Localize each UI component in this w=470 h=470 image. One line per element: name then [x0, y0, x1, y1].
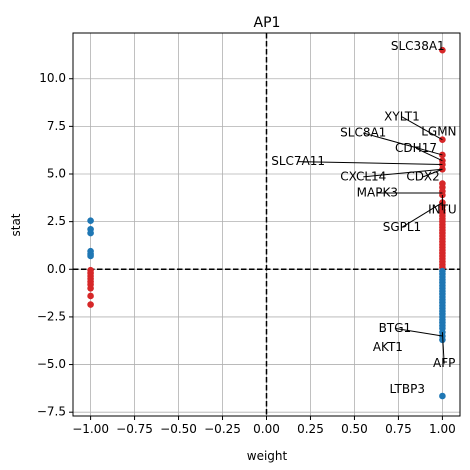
annotation-label: LTBP3	[389, 382, 424, 396]
y-tick-label: −7.5	[37, 405, 66, 419]
annotation-label: INTU	[428, 203, 457, 217]
annotation-arrow	[363, 132, 443, 156]
x-tick-label: 1.00	[429, 422, 456, 436]
x-tick-label: −0.25	[204, 422, 241, 436]
y-tick-label: 10.0	[39, 71, 66, 85]
data-point	[87, 229, 94, 237]
data-point	[87, 285, 94, 292]
annotation-label: SLC38A1	[391, 39, 445, 53]
data-point	[87, 301, 94, 308]
data-point	[439, 151, 446, 159]
annotation-label: MAPK3	[357, 186, 398, 200]
annotation-arrow	[415, 147, 443, 162]
data-point	[87, 292, 94, 300]
annotation-label: SGPL1	[383, 220, 421, 234]
y-tick-label: −2.5	[37, 309, 66, 323]
annotation-label: XYLT1	[384, 109, 420, 123]
annotation-label: CDH17	[395, 141, 437, 155]
y-axis-label: stat	[9, 213, 23, 236]
y-tick-label: −5.0	[37, 357, 66, 371]
annotation-arrow	[401, 202, 443, 228]
x-tick-label: 0.25	[297, 422, 324, 436]
x-tick-label: −1.00	[72, 422, 109, 436]
annotation-label: AFP	[433, 356, 455, 370]
annotation-arrow	[394, 327, 443, 337]
annotation-label: LGMN	[421, 125, 456, 139]
x-tick-label: 0.75	[385, 422, 412, 436]
data-point	[439, 46, 446, 54]
data-point	[87, 217, 94, 224]
reference-lines	[73, 33, 460, 416]
data-point	[439, 165, 446, 173]
annotation-arrow	[401, 116, 443, 141]
y-tick-label: 5.0	[47, 167, 66, 181]
y-tick-label: 2.5	[47, 214, 66, 228]
annotation-arrow	[363, 168, 443, 178]
annotation-arrow	[422, 168, 443, 178]
axes: −1.00 −0.75 −0.50 −0.25 0.00 0.25 0.50 0.75 1.00…	[37, 32, 461, 436]
annotation-label: AKT1	[373, 340, 403, 354]
annotation-label: BTG1	[379, 321, 412, 335]
y-tick-label: 0.0	[47, 262, 66, 276]
y-tick-label: 7.5	[47, 119, 66, 133]
data-point	[439, 392, 446, 400]
annotation-arrow	[441, 332, 445, 364]
data-point	[439, 161, 446, 168]
x-tick-label: 0.00	[253, 422, 280, 436]
annotation-arrow	[298, 161, 443, 165]
annotation-label: SLC8A1	[340, 126, 386, 140]
x-tick-label: 0.50	[341, 422, 368, 436]
data-point	[439, 136, 446, 144]
x-tick-label: −0.75	[116, 422, 153, 436]
annotation-label: SLC7A11	[271, 154, 325, 168]
data-point	[87, 252, 94, 260]
chart-title: AP1	[254, 15, 281, 31]
x-tick-label: −0.50	[160, 422, 197, 436]
x-axis-label: weight	[247, 449, 288, 463]
annotation-label: CDX2	[406, 169, 439, 183]
annotation-label: CXCL14	[340, 169, 386, 183]
data-points	[87, 46, 446, 400]
